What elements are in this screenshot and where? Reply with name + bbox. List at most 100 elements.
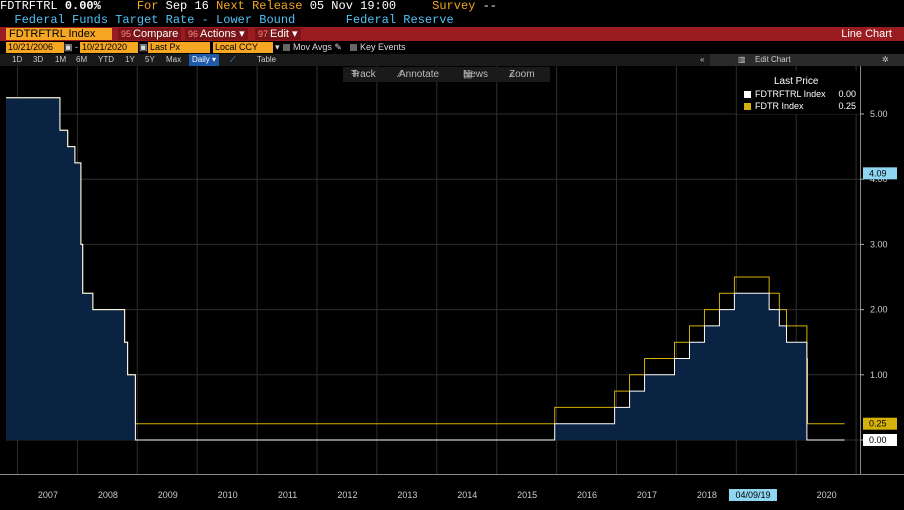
x-tick-label: 2010 xyxy=(218,490,238,500)
mov-avgs-toggle[interactable]: Mov Avgs ✎ xyxy=(283,42,342,53)
chart-tools: ⁜ Track ⁄ Annotate ▤ News ⌕ Zoom xyxy=(343,67,550,82)
gear-icon[interactable]: ✲ xyxy=(882,55,889,64)
search-icon: ⌕ xyxy=(509,69,515,80)
y-tick-label: 3.00 xyxy=(870,239,888,249)
range-5y[interactable]: 5Y xyxy=(145,55,155,64)
news-label: News xyxy=(463,69,489,80)
chart-controls: 10/21/2006 ▣ - 10/21/2020 ▣ Last Px Loca… xyxy=(0,41,904,54)
calendar-icon[interactable]: ▣ - xyxy=(64,42,79,52)
fdtr-last-tag xyxy=(863,417,897,430)
key-events-toggle[interactable]: Key Events xyxy=(350,42,406,53)
legend-title: Last Price xyxy=(774,76,819,87)
lower-bound-last-tag-label: 0.00 xyxy=(869,435,887,445)
chart-legend: Last Price FDTRFTRL Index 0.00 FDTR Inde… xyxy=(738,71,860,114)
x-tick-label: 2016 xyxy=(577,490,597,500)
legend-swatch xyxy=(744,103,751,111)
x-tick-label: 2018 xyxy=(697,490,717,500)
key-events-label: Key Events xyxy=(360,42,406,52)
edit-button[interactable]: 97 Edit ▾ xyxy=(255,28,301,40)
edit-chart-button[interactable]: Edit Chart xyxy=(755,55,791,64)
x-tick-label: 2017 xyxy=(637,490,657,500)
range-1d[interactable]: 1D xyxy=(12,55,23,64)
checkbox-icon xyxy=(350,44,357,52)
command-bar: FDTRFTRL Index 95 Compare 96 Actions ▾ 97 E… xyxy=(0,27,904,41)
security-header: FDTRFTRL 0.00% For Sep 16 Next Release 0… xyxy=(0,0,904,13)
legend-series-value: 0.25 xyxy=(838,101,856,111)
security-source: Federal Reserve xyxy=(345,13,454,27)
range-ytd[interactable]: YTD xyxy=(98,55,114,64)
start-date-input[interactable]: 10/21/2006 xyxy=(6,42,64,53)
fdtr-last-tag-label: 0.25 xyxy=(869,419,887,429)
actions-num: 96 xyxy=(188,29,199,39)
x-tick-label: 2015 xyxy=(517,490,537,500)
chart-area[interactable]: 0.001.002.003.004.005.002007200820092010… xyxy=(0,66,904,510)
crosshair-value-tag-label: 4.09 xyxy=(869,168,887,178)
mov-avgs-label: Mov Avgs xyxy=(293,42,332,52)
actions-label: Actions ▾ xyxy=(200,28,245,40)
news-icon: ▤ xyxy=(463,69,473,80)
security-input[interactable]: FDTRFTRL Index xyxy=(6,28,112,40)
compare-num: 95 xyxy=(121,29,132,39)
legend-item[interactable]: FDTRFTRL Index 0.00 xyxy=(744,89,856,100)
y-tick-label: 2.00 xyxy=(870,305,888,315)
for-label: For xyxy=(136,0,159,13)
currency-select[interactable]: Local CCY xyxy=(213,42,273,53)
checkbox-icon xyxy=(283,44,290,52)
x-tick-label: 2009 xyxy=(158,490,178,500)
date-marker-label: 04/09/19 xyxy=(735,490,770,500)
pencil-icon: ✎ xyxy=(334,42,342,52)
x-tick-label: 2014 xyxy=(457,490,477,500)
security-description-row: Federal Funds Target Rate - Lower Bound … xyxy=(0,13,904,27)
x-tick-label: 2020 xyxy=(817,490,837,500)
last-value: 0.00% xyxy=(64,0,101,13)
legend-series-name: FDTR Index xyxy=(755,101,804,111)
actions-button[interactable]: 96 Actions ▾ xyxy=(185,28,248,40)
series-line xyxy=(6,97,845,441)
edit-chart-panel: « ▥ Edit Chart ✲ xyxy=(700,54,904,66)
crosshair-icon: ⁜ xyxy=(351,69,360,80)
range-1m[interactable]: 1M xyxy=(55,55,67,64)
legend-item[interactable]: FDTR Index 0.25 xyxy=(744,101,856,112)
next-release-label: Next Release xyxy=(216,0,303,13)
calendar-icon[interactable]: ▣ xyxy=(139,42,148,52)
survey-value: -- xyxy=(482,0,497,13)
y-tick-label: 1.00 xyxy=(870,370,888,380)
next-release-date: 05 Nov 19:00 xyxy=(309,0,397,13)
collapse-icon[interactable]: « xyxy=(700,55,705,64)
range-1y[interactable]: 1Y xyxy=(125,55,135,64)
annotate-label: Annotate xyxy=(399,69,440,80)
x-tick-label: 2011 xyxy=(278,490,297,500)
range-6m[interactable]: 6M xyxy=(76,55,88,64)
x-tick-label: 2007 xyxy=(38,490,58,500)
chart-type-label[interactable]: Line Chart xyxy=(841,28,892,40)
edit-label: Edit ▾ xyxy=(270,28,298,40)
range-bar: 1D 3D 1M 6M YTD 1Y 5Y Max Daily ▾ ⟋ Tabl… xyxy=(0,54,904,66)
security-description: Federal Funds Target Rate - Lower Bound xyxy=(14,13,296,27)
line-chart-icon[interactable]: ⟋ xyxy=(230,55,236,64)
x-tick-label: 2013 xyxy=(397,490,417,500)
lower-bound-last-tag xyxy=(863,434,897,446)
date-marker-tag xyxy=(728,489,777,501)
crosshair-value-tag xyxy=(863,167,897,180)
x-tick-label: 2012 xyxy=(337,490,357,500)
range-3d[interactable]: 3D xyxy=(33,55,44,64)
compare-label: Compare xyxy=(133,28,179,40)
dropdown-icon[interactable]: ▾ xyxy=(275,42,280,52)
track-label: Track xyxy=(351,69,376,80)
for-date: Sep 16 xyxy=(165,0,209,13)
chart-icon: ▥ xyxy=(738,55,746,64)
compare-button[interactable]: 95 Compare xyxy=(118,28,182,40)
pen-icon: ⁄ xyxy=(399,69,401,80)
y-tick-label: 5.00 xyxy=(870,109,888,119)
range-max[interactable]: Max xyxy=(166,55,182,64)
ticker-symbol: FDTRFTRL xyxy=(0,0,58,13)
frequency-select[interactable]: Daily ▾ xyxy=(189,54,220,66)
legend-series-name: FDTRFTRL Index xyxy=(755,89,826,99)
survey-label: Survey xyxy=(432,0,476,13)
zoom-label: Zoom xyxy=(509,69,535,80)
legend-series-value: 0.00 xyxy=(838,89,856,99)
table-button[interactable]: Table xyxy=(257,55,277,64)
price-field-select[interactable]: Last Px xyxy=(148,42,210,53)
legend-swatch xyxy=(744,91,751,99)
end-date-input[interactable]: 10/21/2020 xyxy=(80,42,138,53)
